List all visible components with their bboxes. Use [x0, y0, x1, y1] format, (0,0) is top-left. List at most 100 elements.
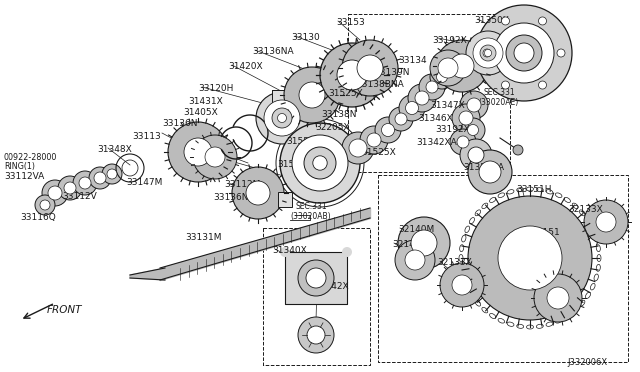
Text: 31550X: 31550X — [286, 137, 321, 146]
Circle shape — [337, 60, 367, 90]
Circle shape — [193, 135, 237, 179]
Circle shape — [306, 268, 326, 288]
Circle shape — [498, 226, 562, 290]
Text: 32140H: 32140H — [392, 240, 428, 249]
Circle shape — [483, 49, 491, 57]
Text: 31525X: 31525X — [328, 89, 363, 98]
Circle shape — [168, 122, 228, 182]
Circle shape — [430, 65, 454, 89]
Circle shape — [264, 100, 300, 136]
Circle shape — [452, 104, 480, 132]
Circle shape — [342, 40, 398, 96]
Circle shape — [89, 167, 111, 189]
Text: RING(1): RING(1) — [4, 162, 35, 171]
Bar — [278, 192, 292, 207]
Circle shape — [357, 55, 383, 81]
Circle shape — [468, 150, 512, 194]
Circle shape — [460, 139, 492, 171]
Text: 31348X: 31348X — [97, 145, 132, 154]
Circle shape — [436, 40, 488, 92]
Circle shape — [584, 200, 628, 244]
Circle shape — [480, 45, 496, 61]
Circle shape — [292, 135, 348, 191]
Circle shape — [440, 263, 484, 307]
Bar — [285, 252, 347, 304]
Circle shape — [298, 317, 334, 353]
Circle shape — [64, 182, 76, 194]
Circle shape — [534, 274, 582, 322]
Circle shape — [547, 287, 569, 309]
Circle shape — [342, 132, 374, 164]
Circle shape — [79, 177, 91, 189]
Text: 31342X: 31342X — [314, 282, 349, 291]
Circle shape — [538, 81, 547, 89]
Circle shape — [298, 260, 334, 296]
Circle shape — [466, 31, 510, 75]
Text: FRONT: FRONT — [47, 305, 83, 315]
Text: 32133X: 32133X — [568, 205, 603, 214]
Circle shape — [419, 74, 445, 100]
Text: 33130: 33130 — [291, 33, 320, 42]
Text: 31525X: 31525X — [361, 148, 396, 157]
Text: 33138BNA: 33138BNA — [356, 80, 404, 89]
Circle shape — [479, 161, 501, 183]
Text: SEC.331: SEC.331 — [295, 202, 326, 211]
Text: 31541Y: 31541Y — [277, 160, 311, 169]
Text: J332006X: J332006X — [567, 358, 607, 367]
Text: 31342XA: 31342XA — [416, 138, 457, 147]
Circle shape — [349, 139, 367, 157]
Circle shape — [411, 230, 437, 256]
Text: 33138N: 33138N — [321, 110, 356, 119]
Circle shape — [320, 43, 384, 107]
Circle shape — [42, 180, 68, 206]
Circle shape — [494, 23, 554, 83]
Text: 33136NA: 33136NA — [213, 193, 255, 202]
Text: 33134: 33134 — [398, 56, 427, 65]
Text: 32140M: 32140M — [398, 225, 435, 234]
Bar — [272, 90, 290, 112]
Circle shape — [205, 147, 225, 167]
Circle shape — [450, 54, 474, 78]
Circle shape — [450, 129, 476, 155]
Text: 31347X: 31347X — [430, 101, 465, 110]
Circle shape — [596, 212, 616, 232]
Circle shape — [452, 275, 472, 295]
Text: 32133X: 32133X — [437, 258, 472, 267]
Circle shape — [415, 91, 429, 105]
Circle shape — [557, 49, 565, 57]
Text: 33112V: 33112V — [62, 192, 97, 201]
Circle shape — [35, 195, 55, 215]
Text: 33120H: 33120H — [198, 84, 234, 93]
Circle shape — [360, 126, 388, 154]
Circle shape — [467, 98, 481, 112]
Text: 33112M: 33112M — [224, 180, 260, 189]
Circle shape — [284, 67, 340, 123]
Text: SEC.331: SEC.331 — [483, 88, 515, 97]
Circle shape — [48, 186, 62, 200]
Text: 33139N: 33139N — [374, 68, 410, 77]
Circle shape — [107, 169, 117, 179]
Circle shape — [280, 123, 360, 203]
Circle shape — [484, 49, 492, 57]
Circle shape — [278, 113, 287, 122]
Circle shape — [256, 92, 308, 144]
Circle shape — [272, 108, 292, 128]
Circle shape — [467, 125, 479, 135]
Circle shape — [513, 145, 523, 155]
Text: (33020AE): (33020AE) — [478, 98, 518, 107]
Text: 33153: 33153 — [336, 18, 365, 27]
Circle shape — [375, 117, 401, 143]
Circle shape — [299, 82, 325, 108]
Text: 31350X: 31350X — [474, 16, 509, 25]
Circle shape — [395, 113, 407, 125]
Circle shape — [476, 5, 572, 101]
Circle shape — [460, 91, 488, 119]
Text: 31340X: 31340X — [272, 246, 307, 255]
Text: 31346X: 31346X — [418, 114, 452, 123]
Text: 33147M: 33147M — [126, 178, 163, 187]
Text: 31350XA: 31350XA — [463, 163, 504, 172]
Circle shape — [457, 136, 469, 148]
Circle shape — [232, 167, 284, 219]
Text: 31420X: 31420X — [228, 62, 262, 71]
Circle shape — [280, 247, 290, 257]
